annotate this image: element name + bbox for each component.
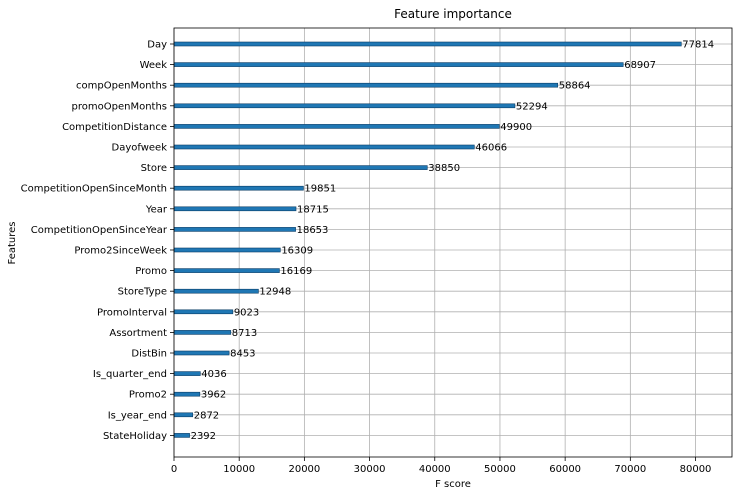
bar [173,433,190,438]
chart-title: Feature importance [394,7,512,21]
y-tick-label: Year [145,204,168,215]
bar-value-label: 2392 [191,431,216,442]
bar [173,124,500,129]
x-tick-label: 80000 [680,464,712,475]
bar-value-label: 12948 [259,287,291,298]
y-tick-label: StoreType [118,287,167,298]
x-tick-label: 70000 [614,464,646,475]
y-tick-label: CompetitionDistance [62,122,167,133]
x-tick-label: 10000 [223,464,255,475]
bar [173,247,281,253]
bar-value-label: 49900 [500,122,532,133]
bar [173,144,475,150]
bar-value-label: 19851 [304,184,336,195]
y-tick-label: Week [140,60,168,71]
bar-value-label: 18653 [297,225,329,236]
bar-value-label: 3962 [201,390,226,401]
y-tick-label: Dayofweek [112,143,168,154]
y-tick-label: Is_year_end [108,410,167,421]
bar-value-label: 9023 [234,307,259,318]
bar-value-label: 16169 [280,266,312,277]
x-axis-label: F score [435,479,471,490]
y-tick-label: StateHoliday [103,431,167,442]
y-tick-label: Day [147,40,167,51]
bar-value-label: 16309 [281,246,313,257]
bar [173,391,201,397]
bar-value-label: 52294 [516,101,548,112]
bar [173,371,201,376]
y-tick-label: Is_quarter_end [93,369,167,380]
bars: 77814 68907 58864 52294 49900 46066 38850 19851… [173,40,714,442]
y-tick-label: Store [141,163,167,174]
axes: 0 10000 20000 30000 40000 50000 60000 70000 8000… [21,27,733,475]
y-tick-label: compOpenMonths [76,81,167,92]
bar [173,309,234,315]
bar [173,206,297,212]
y-tick-label: PromoInterval [97,307,167,318]
y-tick-label: Assortment [109,328,167,339]
bar-value-label: 2872 [194,410,219,421]
bar [173,350,230,356]
bar-value-label: 4036 [201,369,226,380]
x-tick-label: 30000 [354,464,386,475]
y-tick-label: CompetitionOpenSinceMonth [21,184,167,195]
bar [173,185,304,191]
x-tick-label: 20000 [288,464,320,475]
bar [173,412,194,418]
x-tick-label: 40000 [419,464,451,475]
bar-value-label: 18715 [297,204,329,215]
y-tick-label: DistBin [131,349,167,360]
bar [173,41,682,47]
bar-value-label: 8713 [232,328,257,339]
y-axis-label: Features [7,222,18,265]
bar-value-label: 58864 [559,81,591,92]
bar [173,268,280,273]
x-tick-label: 60000 [549,464,581,475]
bar-value-label: 46066 [475,143,507,154]
bar-value-label: 38850 [428,163,460,174]
bar [173,82,559,88]
bar-value-label: 77814 [682,40,714,51]
y-tick-label: Promo2 [129,390,167,401]
plot-frame [173,27,733,458]
bar [173,288,259,294]
grid-lines [173,28,732,457]
bar [173,62,624,67]
y-tick-label: Promo2SinceWeek [74,246,167,257]
bar [173,330,232,335]
bar [173,103,516,109]
bar-value-label: 8453 [230,349,255,360]
y-tick-label: promoOpenMonths [72,101,167,112]
y-tick-label: CompetitionOpenSinceYear [31,225,168,236]
bar [173,165,428,170]
x-tick-label: 50000 [484,464,516,475]
bar [173,227,296,232]
x-tick-label: 0 [171,464,177,475]
y-tick-label: Promo [135,266,167,277]
bar-value-label: 68907 [624,60,656,71]
